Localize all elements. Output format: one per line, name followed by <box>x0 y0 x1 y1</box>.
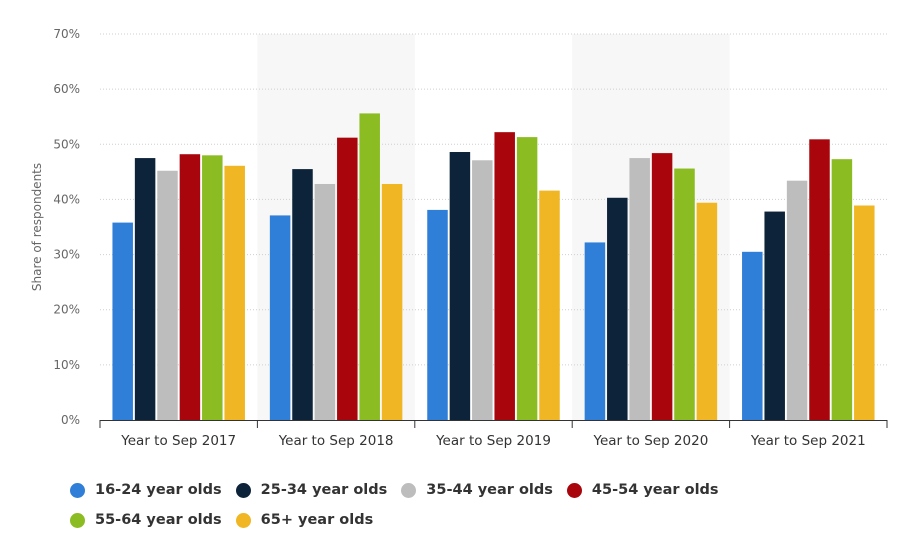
bar-45-54-year-olds[interactable] <box>179 154 201 420</box>
bar-55-64-year-olds[interactable] <box>516 137 538 421</box>
legend-label: 16-24 year olds <box>95 482 222 498</box>
legend-item[interactable]: 25-34 year olds <box>235 480 388 500</box>
legend-marker-icon <box>70 512 85 528</box>
legend-marker-icon <box>70 482 85 498</box>
x-tick-label: Year to Sep 2019 <box>435 433 551 449</box>
legend-label: 25-34 year olds <box>260 482 388 498</box>
bar-35-44-year-olds[interactable] <box>629 158 650 421</box>
legend-item[interactable]: 16-24 year olds <box>70 480 222 500</box>
bar-35-44-year-olds[interactable] <box>157 170 178 420</box>
bar-45-54-year-olds[interactable] <box>494 132 515 420</box>
bar-45-54-year-olds[interactable] <box>809 139 830 420</box>
bar-16-24-year-olds[interactable] <box>584 242 606 420</box>
legend-marker-icon <box>566 482 582 498</box>
bar-25-34-year-olds[interactable] <box>292 169 313 420</box>
legend-marker-icon <box>401 482 417 498</box>
y-tick-label: 30% <box>53 248 80 262</box>
bar-25-34-year-olds[interactable] <box>449 152 471 420</box>
bar-65plus-year-olds[interactable] <box>854 205 875 420</box>
bar-25-34-year-olds[interactable] <box>134 158 156 421</box>
bar-65plus-year-olds[interactable] <box>539 190 560 420</box>
bar-65plus-year-olds[interactable] <box>381 183 403 420</box>
y-axis-title: Share of respondents <box>30 163 44 291</box>
legend-marker-icon <box>235 482 251 498</box>
bar-45-54-year-olds[interactable] <box>337 137 358 420</box>
legend-item[interactable]: 65+ year olds <box>235 510 374 530</box>
bar-65plus-year-olds[interactable] <box>696 202 718 420</box>
bar-55-64-year-olds[interactable] <box>359 113 380 421</box>
legend-item[interactable]: 35-44 year olds <box>401 480 553 500</box>
bar-25-34-year-olds[interactable] <box>764 211 785 420</box>
bar-16-24-year-olds[interactable] <box>427 209 448 420</box>
legend-item[interactable]: 45-54 year olds <box>566 480 719 500</box>
legend-label: 55-64 year olds <box>95 512 222 528</box>
x-tick-label: Year to Sep 2020 <box>592 433 708 449</box>
x-tick-label: Year to Sep 2017 <box>120 433 236 449</box>
bar-16-24-year-olds[interactable] <box>269 215 291 420</box>
bar-35-44-year-olds[interactable] <box>472 160 493 420</box>
y-tick-label: 10% <box>53 358 80 372</box>
bar-45-54-year-olds[interactable] <box>651 153 673 420</box>
legend-marker-icon <box>235 512 251 528</box>
y-tick-label: 20% <box>53 303 80 317</box>
bar-35-44-year-olds[interactable] <box>314 183 336 420</box>
y-tick-label: 50% <box>53 137 80 151</box>
y-tick-label: 40% <box>53 192 80 206</box>
y-tick-label: 0% <box>61 413 80 427</box>
legend-label: 65+ year olds <box>260 512 374 528</box>
y-tick-label: 70% <box>53 27 80 41</box>
bar-16-24-year-olds[interactable] <box>112 222 133 420</box>
legend-label: 45-54 year olds <box>591 482 719 498</box>
x-tick-label: Year to Sep 2018 <box>278 433 394 449</box>
legend: 16-24 year olds 25-34 year olds 35-44 year… <box>70 480 890 530</box>
legend-label: 35-44 year olds <box>426 482 553 498</box>
bar-35-44-year-olds[interactable] <box>786 180 808 420</box>
bar-16-24-year-olds[interactable] <box>742 251 763 420</box>
bar-65plus-year-olds[interactable] <box>224 165 245 420</box>
bar-25-34-year-olds[interactable] <box>607 197 628 420</box>
bar-55-64-year-olds[interactable] <box>202 155 223 421</box>
y-tick-label: 60% <box>53 82 80 96</box>
x-tick-label: Year to Sep 2021 <box>750 433 866 449</box>
bar-55-64-year-olds[interactable] <box>831 159 853 420</box>
bar-55-64-year-olds[interactable] <box>674 168 695 420</box>
legend-item[interactable]: 55-64 year olds <box>70 510 222 530</box>
bar-chart: 0% 10% 20% 30% 40% 50% 60% 70% Share of responde… <box>30 27 888 449</box>
